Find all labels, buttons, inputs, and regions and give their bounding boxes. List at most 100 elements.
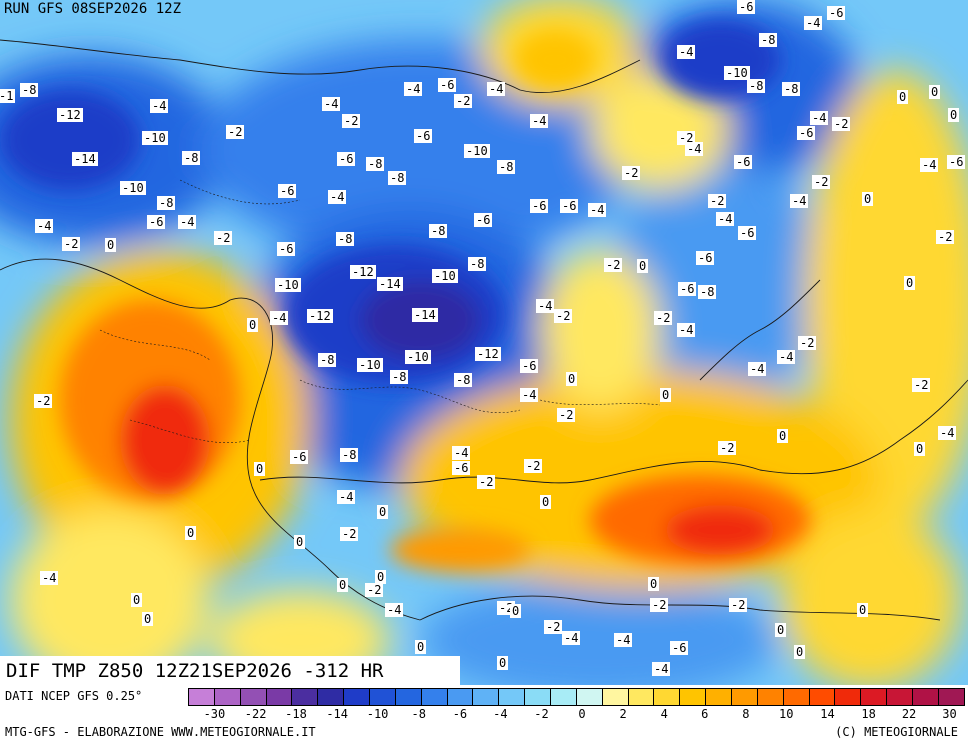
contour-label: -2: [654, 311, 673, 325]
contour-label: -6: [438, 78, 457, 92]
contour-label: 0: [540, 495, 552, 509]
legend-tick-label: 8: [742, 707, 750, 721]
contour-label: -6: [696, 251, 715, 265]
legend-swatch: [214, 689, 241, 705]
legend-tick-label: 30: [942, 707, 957, 721]
contour-label: -2: [340, 527, 359, 541]
contour-label: -8: [182, 151, 201, 165]
contour-label: -4: [588, 203, 607, 217]
contour-label: -4: [938, 426, 957, 440]
contour-label: 0: [566, 372, 578, 386]
contour-label: -4: [328, 190, 347, 204]
color-legend-bar: [188, 688, 965, 706]
contour-label: 0: [660, 388, 672, 402]
contour-label: -2: [622, 166, 641, 180]
contour-label: -8: [336, 232, 355, 246]
map-svg: [0, 0, 968, 685]
contour-label: -2: [798, 336, 817, 350]
contour-label: -6: [530, 199, 549, 213]
contour-label: 0: [497, 656, 509, 670]
contour-label: -4: [270, 311, 289, 325]
contour-label: -2: [557, 408, 576, 422]
legend-swatch: [499, 689, 526, 705]
contour-label: -4: [404, 82, 423, 96]
contour-label: -2: [62, 237, 81, 251]
legend-tick-label: -22: [244, 707, 267, 721]
contour-label: 0: [185, 526, 197, 540]
contour-label: -4: [562, 631, 581, 645]
legend-swatch: [318, 689, 345, 705]
contour-label: 0: [337, 578, 349, 592]
contour-label: -10: [464, 144, 490, 158]
contour-label: -2: [812, 175, 831, 189]
contour-label: -8: [390, 370, 409, 384]
legend-swatch: [887, 689, 914, 705]
contour-label: -4: [677, 323, 696, 337]
legend-swatch: [447, 689, 474, 705]
contour-label: -6: [737, 0, 756, 14]
legend-swatch: [861, 689, 888, 705]
contour-label: -2: [365, 583, 384, 597]
legend-tick-label: -2: [534, 707, 549, 721]
legend-swatch: [913, 689, 939, 705]
contour-label: -2: [544, 620, 563, 634]
contour-label: -14: [377, 277, 403, 291]
contour-label: -6: [678, 282, 697, 296]
contour-label: -2: [477, 475, 496, 489]
data-source-label: DATI NCEP GFS 0.25°: [5, 689, 143, 703]
contour-label: 0: [637, 259, 649, 273]
legend-swatch: [551, 689, 577, 705]
contour-label: -10: [275, 278, 301, 292]
contour-label: 0: [510, 604, 522, 618]
borders: [99, 179, 661, 443]
contour-label: 0: [648, 577, 660, 591]
contour-label: -2: [650, 598, 669, 612]
contour-label: 0: [105, 238, 117, 252]
contour-label: 0: [247, 318, 259, 332]
contour-label: -2: [677, 131, 696, 145]
contour-label: -6: [337, 152, 356, 166]
contour-label: -4: [520, 388, 539, 402]
contour-label: -8: [747, 79, 766, 93]
legend-swatch: [732, 689, 758, 705]
contour-label: 0: [948, 108, 960, 122]
contour-label: -8: [454, 373, 473, 387]
field-title-background: [0, 656, 460, 685]
run-title: RUN GFS 08SEP2026 12Z: [4, 1, 182, 17]
contour-label: -6: [290, 450, 309, 464]
contour-label: -14: [412, 308, 438, 322]
legend-swatch: [602, 689, 629, 705]
contour-label: -12: [57, 108, 83, 122]
contour-label: -4: [716, 212, 735, 226]
contour-label: -14: [72, 152, 98, 166]
contour-label: -4: [614, 633, 633, 647]
contour-label: -4: [536, 299, 555, 313]
legend-swatch: [654, 689, 681, 705]
legend-tick-label: 2: [619, 707, 627, 721]
contour-label: -4: [385, 603, 404, 617]
contour-label: 0: [794, 645, 806, 659]
contour-label: 0: [929, 85, 941, 99]
contour-label: 0: [897, 90, 909, 104]
contour-label: 0: [254, 462, 266, 476]
temperature-anomaly-map: [0, 0, 968, 685]
contour-label: -6: [670, 641, 689, 655]
legend-tick-label: 6: [701, 707, 709, 721]
legend-swatch: [344, 689, 371, 705]
contour-label: -10: [432, 269, 458, 283]
contour-label: -10: [357, 358, 383, 372]
contour-label: -2: [34, 394, 53, 408]
contour-label: 0: [375, 570, 387, 584]
contour-label: -2: [718, 441, 737, 455]
legend-swatch: [266, 689, 293, 705]
legend-swatch: [240, 689, 267, 705]
legend-swatch: [938, 689, 964, 705]
contour-label: -2: [832, 117, 851, 131]
contour-label: -4: [810, 111, 829, 125]
contour-label: -12: [350, 265, 376, 279]
contour-label: 0: [914, 442, 926, 456]
contour-label: -8: [388, 171, 407, 185]
contour-label: -2: [214, 231, 233, 245]
contour-label: -6: [560, 199, 579, 213]
contour-label: -2: [454, 94, 473, 108]
